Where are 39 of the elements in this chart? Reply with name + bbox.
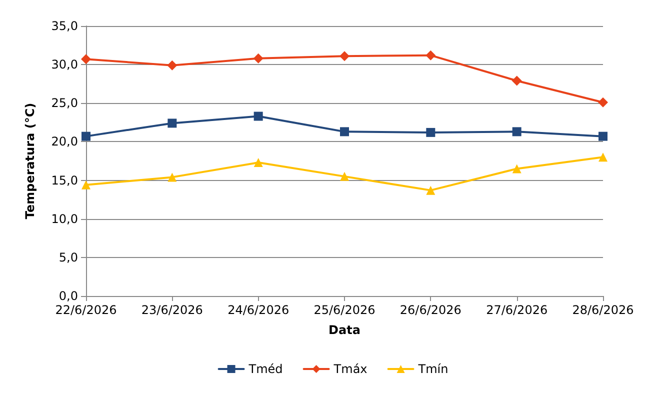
y-axis-title: Temperatura (°C): [23, 102, 37, 220]
point: [340, 127, 349, 136]
point: [167, 60, 178, 70]
y-tick-label: 15,0: [51, 173, 78, 188]
point: [81, 54, 91, 64]
legend-label: Tmín: [417, 362, 448, 376]
y-tick-label: 0,0: [58, 289, 78, 303]
y-tick-label: 20,0: [51, 134, 78, 149]
x-tick-label: 28/6/2026: [572, 303, 634, 317]
point: [598, 132, 608, 141]
x-tick-label: 23/6/2026: [141, 303, 203, 317]
point: [253, 53, 264, 64]
point: [512, 76, 522, 86]
x-tick-label: 25/6/2026: [314, 303, 376, 317]
legend-label: Tmáx: [332, 362, 368, 376]
x-tick-label: 27/6/2026: [486, 303, 548, 317]
point: [598, 152, 608, 162]
y-tick-label: 10,0: [51, 212, 78, 226]
point: [598, 97, 608, 108]
y-tick-label: 35,0: [51, 19, 78, 33]
y-tick-label: 25,0: [51, 96, 78, 110]
point: [340, 172, 349, 181]
point: [254, 158, 263, 168]
y-tick-label: 30,0: [51, 58, 78, 72]
point: [168, 118, 177, 128]
y-tick-label: 5,0: [58, 250, 78, 264]
point: [254, 112, 263, 121]
point: [168, 172, 177, 182]
x-tick-label: 24/6/2026: [228, 303, 290, 317]
point: [340, 51, 350, 62]
point: [426, 50, 436, 60]
point: [426, 128, 436, 137]
point: [512, 164, 522, 174]
x-tick-label: 22/6/2026: [55, 303, 117, 317]
point: [426, 186, 436, 195]
point: [512, 127, 522, 136]
legend-label: Tméd: [248, 362, 283, 376]
x-axis-title: Data: [328, 323, 360, 337]
x-tick-label: 26/6/2026: [400, 303, 462, 317]
